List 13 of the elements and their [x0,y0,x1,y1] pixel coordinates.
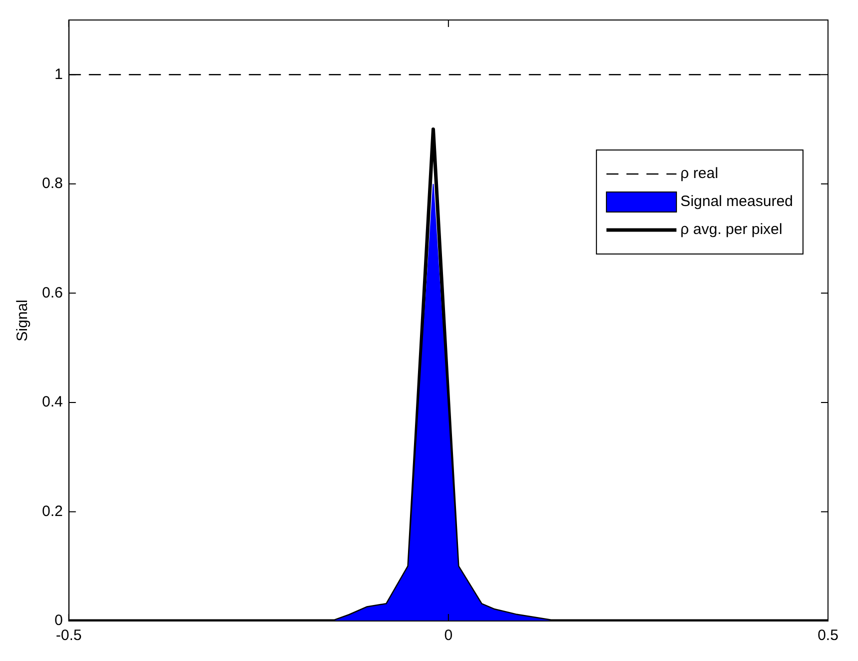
legend-label: Signal measured [680,193,794,210]
y-tick-label: 0 [54,612,63,630]
y-tick-label: 0.4 [42,394,63,411]
legend-label: ρ avg. per pixel [680,221,782,238]
y-tick-label: 0.2 [42,502,63,520]
y-tick-label: 0.6 [42,284,63,302]
y-axis-title: Signal [14,300,32,342]
x-tick-label: 0.5 [818,627,838,644]
y-tick-label: 0.8 [42,175,63,192]
legend-label: ρ real [680,165,718,182]
y-tick-label: 1 [54,66,63,83]
x-tick-label: 0 [444,627,453,644]
x-tick-label: -0.5 [56,627,82,644]
